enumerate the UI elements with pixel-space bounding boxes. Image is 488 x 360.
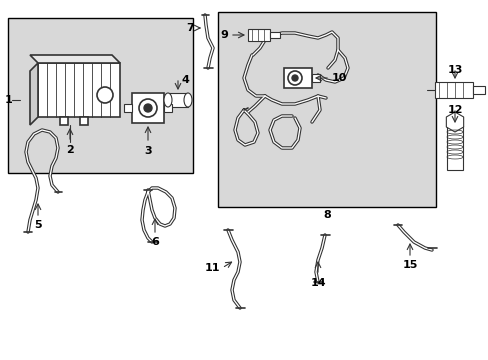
Text: 7: 7 — [186, 23, 194, 33]
Text: 10: 10 — [331, 73, 346, 83]
Bar — [446, 126, 462, 170]
Polygon shape — [30, 55, 120, 63]
Text: 15: 15 — [402, 260, 417, 270]
Bar — [218, 12, 435, 207]
Bar — [80, 117, 88, 125]
Bar — [163, 104, 172, 112]
Text: 12: 12 — [447, 105, 462, 115]
Polygon shape — [30, 63, 38, 125]
Text: 13: 13 — [447, 65, 462, 75]
Bar — [168, 93, 187, 107]
Bar — [247, 29, 269, 41]
Bar — [8, 18, 193, 173]
Circle shape — [139, 99, 157, 117]
Text: 4: 4 — [181, 75, 188, 85]
Ellipse shape — [163, 93, 172, 107]
Bar — [269, 32, 280, 38]
Text: 2: 2 — [66, 145, 74, 155]
Bar — [60, 117, 68, 125]
Text: 6: 6 — [151, 237, 159, 247]
Text: 3: 3 — [144, 146, 151, 156]
Ellipse shape — [183, 93, 192, 107]
Text: 11: 11 — [204, 263, 220, 273]
Bar — [124, 104, 132, 112]
Text: 1: 1 — [5, 95, 13, 105]
Text: 9: 9 — [220, 30, 227, 40]
Circle shape — [97, 87, 113, 103]
Bar — [311, 74, 319, 82]
Bar — [472, 86, 484, 94]
Text: 14: 14 — [309, 278, 325, 288]
Text: 5: 5 — [34, 220, 42, 230]
Bar — [132, 93, 163, 123]
Bar — [284, 68, 311, 88]
Text: 8: 8 — [323, 210, 330, 220]
Circle shape — [291, 75, 297, 81]
Circle shape — [287, 71, 302, 85]
Circle shape — [143, 104, 152, 112]
Bar — [434, 82, 472, 98]
Polygon shape — [38, 63, 120, 117]
